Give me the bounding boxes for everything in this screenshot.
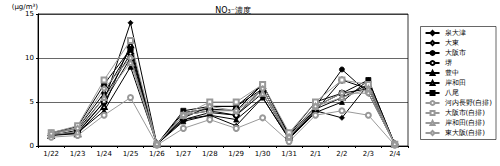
svg-text:1/25: 1/25 bbox=[123, 150, 139, 158]
svg-text:NO₃⁻濃度: NO₃⁻濃度 bbox=[215, 6, 251, 15]
svg-text:2/2: 2/2 bbox=[336, 150, 347, 158]
svg-text:1/24: 1/24 bbox=[96, 150, 112, 158]
svg-text:泉大津: 泉大津 bbox=[445, 29, 466, 37]
svg-text:豊中: 豊中 bbox=[445, 69, 459, 77]
svg-text:大阪市: 大阪市 bbox=[445, 49, 466, 57]
svg-text:1/29: 1/29 bbox=[228, 150, 244, 158]
svg-text:(μg/m³): (μg/m³) bbox=[11, 2, 38, 11]
svg-text:0: 0 bbox=[30, 142, 34, 150]
svg-text:1/31: 1/31 bbox=[281, 150, 297, 158]
svg-text:1/27: 1/27 bbox=[175, 150, 191, 158]
svg-text:2/4: 2/4 bbox=[389, 150, 401, 158]
svg-text:10: 10 bbox=[25, 54, 34, 62]
svg-text:大阪市(自排): 大阪市(自排) bbox=[445, 109, 486, 117]
svg-text:5: 5 bbox=[30, 98, 34, 106]
svg-text:大東: 大東 bbox=[445, 39, 459, 47]
svg-text:1/22: 1/22 bbox=[43, 150, 59, 158]
svg-text:2/1: 2/1 bbox=[310, 150, 321, 158]
svg-text:2/3: 2/3 bbox=[363, 150, 374, 158]
svg-text:東大阪(自排): 東大阪(自排) bbox=[445, 129, 486, 137]
svg-text:1/28: 1/28 bbox=[202, 150, 218, 158]
svg-text:岸和田(自排): 岸和田(自排) bbox=[445, 119, 486, 127]
svg-text:岸和田: 岸和田 bbox=[445, 79, 466, 87]
svg-text:15: 15 bbox=[25, 10, 34, 18]
svg-text:1/26: 1/26 bbox=[149, 150, 165, 158]
svg-text:八尾: 八尾 bbox=[445, 89, 459, 97]
svg-text:1/23: 1/23 bbox=[70, 150, 86, 158]
svg-text:1/30: 1/30 bbox=[255, 150, 271, 158]
svg-text:河内長野(自排): 河内長野(自排) bbox=[445, 99, 493, 107]
svg-text:堺: 堺 bbox=[444, 59, 452, 67]
